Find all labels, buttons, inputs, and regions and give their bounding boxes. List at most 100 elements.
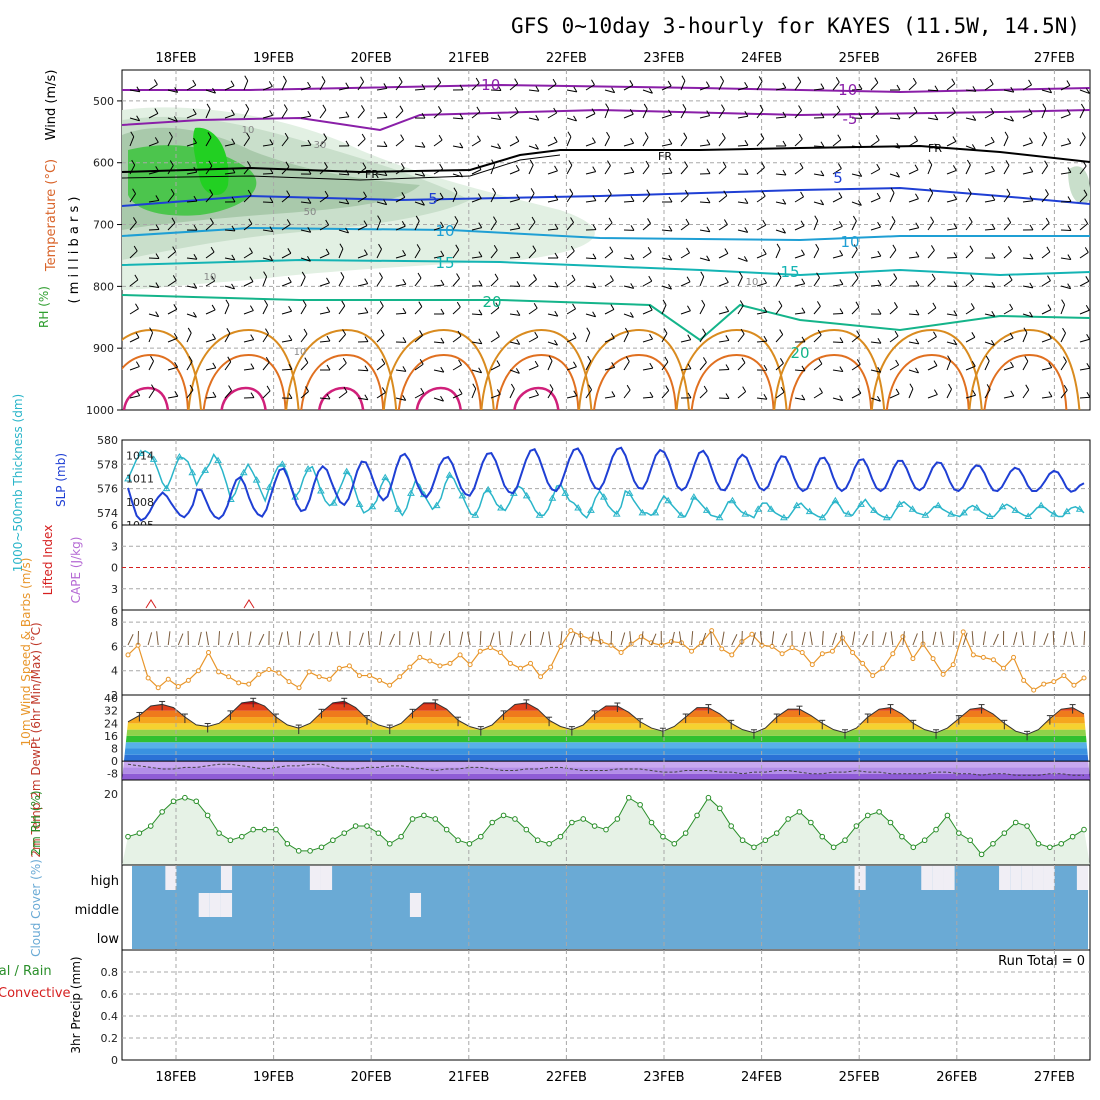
wind-barb-flag	[782, 82, 787, 89]
thickness-marker	[754, 505, 763, 512]
wind-barb-flag	[798, 133, 803, 140]
wind-barb	[946, 341, 957, 346]
wind-barb	[509, 313, 520, 316]
10m-wind-barb	[597, 631, 602, 646]
10m-wind-barb	[841, 631, 843, 646]
wind-barb-flag	[1063, 384, 1068, 391]
wind-barb	[566, 395, 577, 399]
wind-barb	[1003, 222, 1012, 231]
wind-barb-flag	[915, 338, 920, 345]
wind-barb	[243, 252, 253, 259]
wind-speed-marker	[940, 671, 946, 677]
wind-barb-flag	[610, 333, 615, 339]
wind10m-axis-label: 10m Wind Speed & Barbs (m/s)	[19, 558, 33, 747]
10m-wind-barb	[548, 631, 552, 646]
rh-marker	[307, 848, 313, 854]
wind-barb-flag	[401, 220, 406, 227]
li-marker	[145, 599, 157, 609]
wind-barb-flag	[858, 113, 863, 119]
wind-barb-flag	[990, 136, 995, 143]
wind-barb-flag	[492, 187, 496, 194]
wind-barb	[908, 388, 914, 399]
wind-barb	[281, 281, 292, 287]
wind-barb-flag	[440, 221, 444, 228]
10m-wind-barb	[509, 631, 513, 646]
wind-barb	[1022, 142, 1033, 147]
wind-barb	[129, 193, 137, 203]
wind-barb-flag	[933, 360, 938, 366]
wind-speed-marker	[175, 684, 181, 689]
wind-barb	[528, 221, 536, 231]
wind-barb-flag	[535, 143, 539, 150]
wind-barb	[547, 341, 558, 346]
wind-barb-flag	[800, 220, 805, 227]
wind-barb-flag	[1042, 103, 1047, 109]
wind-barb	[927, 307, 937, 315]
wind-barb	[718, 137, 726, 147]
wind-barb	[1060, 257, 1071, 261]
wind-barb	[1041, 108, 1047, 119]
wind-barb	[395, 139, 404, 147]
wind-barb-flag	[155, 282, 160, 288]
wind-barb	[528, 193, 535, 203]
10m-wind-barb	[801, 631, 806, 646]
thickness-marker	[625, 489, 634, 496]
li-tick-label: 0	[111, 562, 118, 575]
wind-barb-flag	[458, 359, 463, 366]
wind-barb-flag	[1028, 79, 1033, 86]
wind-barb-flag	[915, 222, 920, 229]
wind-barb	[509, 198, 520, 203]
wind-barb-flag	[418, 301, 423, 307]
isotherm-line	[122, 294, 1090, 342]
wind-barb-flag	[972, 115, 977, 121]
wind-barb-flag	[172, 275, 177, 281]
wind-barb	[965, 221, 973, 231]
wind-barb-flag	[572, 303, 577, 310]
wind-barb	[927, 365, 938, 371]
wind-barb-flag	[363, 191, 367, 197]
wind-barb-flag	[495, 331, 500, 337]
wind-barb	[908, 111, 918, 119]
wind-barb	[794, 225, 805, 231]
isotherm-line	[122, 258, 1090, 277]
wind-barb-flag	[763, 393, 768, 400]
wind-barb-flag	[457, 330, 462, 337]
wind-barb-flag	[325, 219, 330, 226]
wind-barb	[1079, 396, 1090, 399]
wind-barb	[414, 220, 420, 231]
wind-barb	[243, 137, 251, 147]
wind-barb-flag	[948, 383, 952, 390]
wind-barb-flag	[437, 77, 442, 83]
wind-barb-flag	[265, 356, 270, 363]
wind-barb	[414, 201, 425, 206]
wind-barb	[319, 340, 330, 343]
wind-barb-flag	[1029, 137, 1033, 144]
wind-barb-flag	[684, 189, 689, 196]
wind-barb	[718, 368, 730, 371]
wind-barb-flag	[379, 300, 384, 307]
rh-marker	[967, 837, 973, 844]
wind-barb-flag	[212, 333, 216, 340]
wind-barb	[699, 201, 711, 204]
rh-area-east	[1068, 166, 1090, 204]
wind-barb	[699, 86, 710, 91]
wind-barb	[908, 227, 919, 231]
10m-wind-barb	[389, 633, 396, 646]
wind-barb-flag	[967, 188, 972, 194]
wind-barb-flag	[246, 161, 251, 167]
wind-barb	[908, 341, 919, 345]
wind-barb	[433, 341, 444, 344]
wind-barb-flag	[971, 144, 976, 150]
cloud-row-label: high	[91, 874, 119, 889]
wind-barb	[395, 254, 406, 259]
wind-barb-flag	[952, 136, 957, 142]
wind-barb-flag	[668, 225, 673, 232]
wind-barb	[471, 313, 483, 316]
thickness-marker	[188, 468, 197, 476]
wind-barb	[281, 310, 292, 315]
10m-wind-barb	[1021, 631, 1025, 646]
rh-marker	[136, 830, 143, 836]
wind-barb	[471, 341, 482, 345]
temp-band	[122, 729, 1090, 736]
